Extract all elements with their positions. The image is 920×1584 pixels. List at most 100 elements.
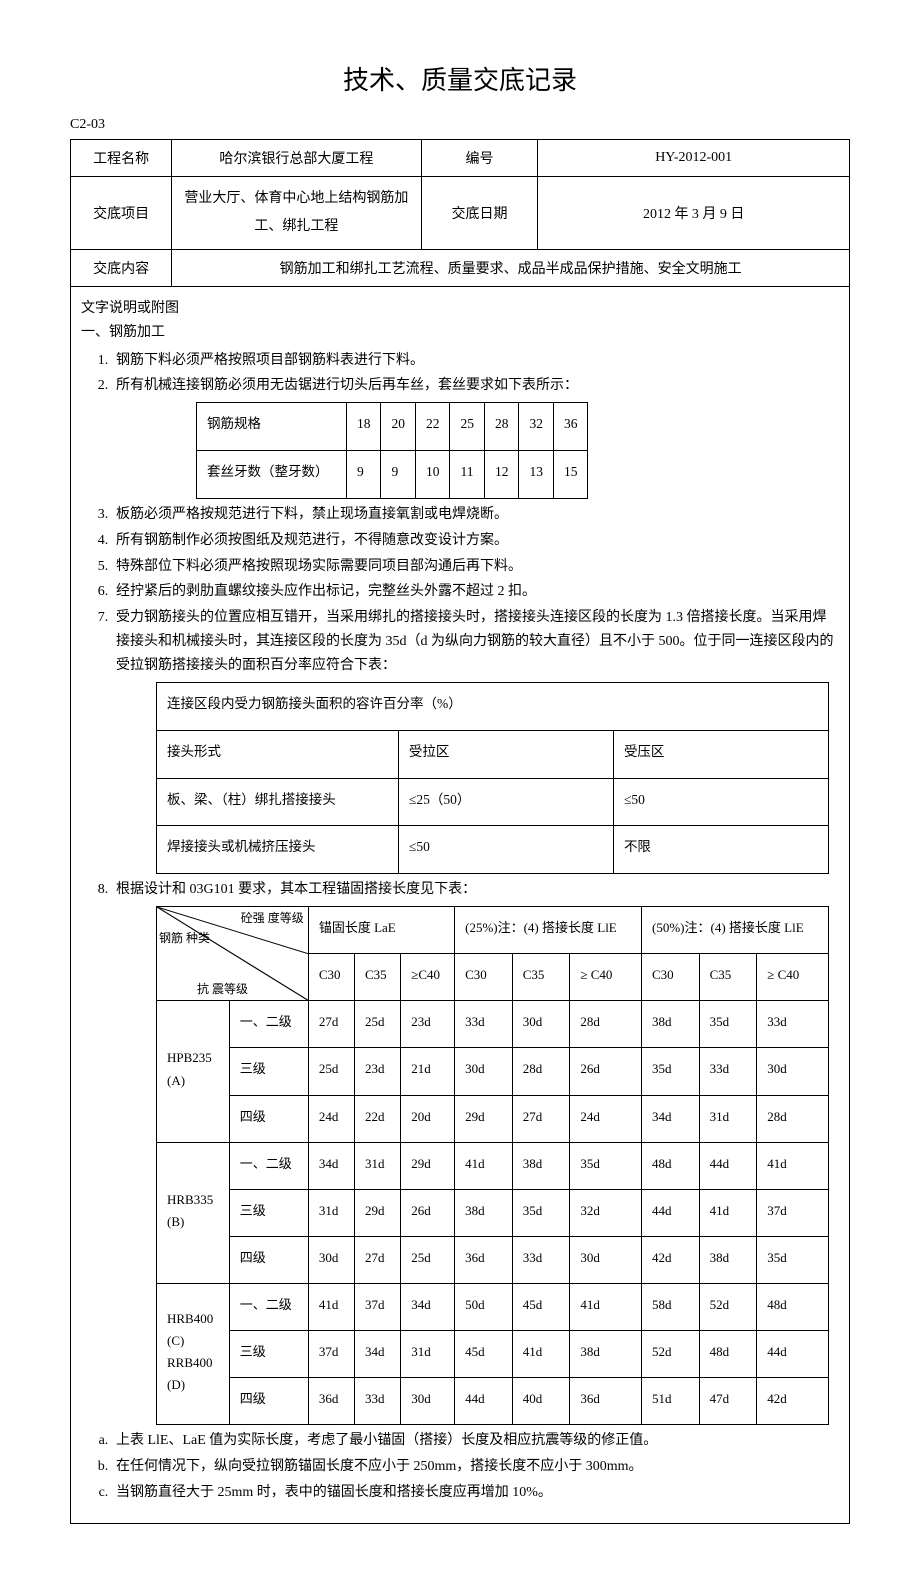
table-cell: C30 bbox=[642, 954, 700, 1001]
level-cell: 一、二级 bbox=[229, 1142, 308, 1189]
table-cell: 41d bbox=[570, 1283, 642, 1330]
table-row: 套丝牙数（整牙数） 9 9 10 11 12 13 15 bbox=[196, 451, 588, 499]
project-label: 工程名称 bbox=[71, 140, 172, 177]
table-cell: ≤50 bbox=[613, 778, 828, 826]
diag-bottom: 抗 震等级 bbox=[197, 982, 248, 996]
body-text: 文字说明或附图 一、钢筋加工 钢筋下料必须严格按照项目部钢筋料表进行下料。 所有… bbox=[81, 297, 839, 1505]
list-item: 根据设计和 03G101 要求，其本工程锚固搭接长度见下表： 砼强 度等级 钢 bbox=[112, 878, 839, 1425]
table-cell: ≤50 bbox=[398, 826, 613, 874]
table-cell: 30d bbox=[570, 1236, 642, 1283]
table-cell: 41d bbox=[308, 1283, 354, 1330]
li7-text: 受力钢筋接头的位置应相互错开，当采用绑扎的搭接接头时，搭接接头连接区段的长度为 … bbox=[116, 610, 834, 673]
table-cell: 37d bbox=[757, 1189, 829, 1236]
table-cell: 30d bbox=[455, 1048, 513, 1095]
level-cell: 三级 bbox=[229, 1189, 308, 1236]
table-cell: 37d bbox=[308, 1331, 354, 1378]
table-row: 四级36d33d30d44d40d36d51d47d42d bbox=[156, 1378, 828, 1425]
table-cell: 18 bbox=[346, 403, 381, 451]
section-1-title: 一、钢筋加工 bbox=[81, 321, 839, 345]
list-item: 在任何情况下，纵向受拉钢筋锚固长度不应小于 250mm，搭接长度不应小于 300… bbox=[112, 1455, 839, 1479]
thread-table: 钢筋规格 18 20 22 25 28 32 36 套丝牙数（整牙数） bbox=[196, 402, 589, 499]
table-cell: 32 bbox=[519, 403, 554, 451]
table-cell: 板、梁、（柱）绑扎搭接接头 bbox=[156, 778, 398, 826]
li8-text: 根据设计和 03G101 要求，其本工程锚固搭接长度见下表： bbox=[116, 882, 476, 897]
table-cell: 35d bbox=[642, 1048, 700, 1095]
table-cell: 34d bbox=[642, 1095, 700, 1142]
table-cell: 48d bbox=[757, 1283, 829, 1330]
table-cell: C35 bbox=[355, 954, 401, 1001]
numbered-list: 钢筋下料必须严格按照项目部钢筋料表进行下料。 所有机械连接钢筋必须用无齿锯进行切… bbox=[81, 349, 839, 1426]
anchor-50-header: (50%)注：(4) 搭接长度 LlE bbox=[642, 907, 829, 954]
table-row: 四级24d22d20d29d27d24d34d31d28d bbox=[156, 1095, 828, 1142]
table-cell: 40d bbox=[512, 1378, 570, 1425]
number-value: HY-2012-001 bbox=[538, 140, 850, 177]
table-row: 焊接接头或机械挤压接头 ≤50 不限 bbox=[156, 826, 828, 874]
table-cell: 41d bbox=[455, 1142, 513, 1189]
header-row-2: 交底项目 营业大厅、体育中心地上结构钢筋加工、绑扎工程 交底日期 2012 年 … bbox=[71, 177, 850, 250]
table-cell: 25d bbox=[308, 1048, 354, 1095]
list-item: 受力钢筋接头的位置应相互错开，当采用绑扎的搭接接头时，搭接接头连接区段的长度为 … bbox=[112, 606, 839, 874]
table-cell: 21d bbox=[401, 1048, 455, 1095]
table-cell: 31d bbox=[401, 1331, 455, 1378]
table-cell: 31d bbox=[308, 1189, 354, 1236]
table-cell: 34d bbox=[308, 1142, 354, 1189]
table-cell: 41d bbox=[757, 1142, 829, 1189]
table-cell: 23d bbox=[401, 1001, 455, 1048]
table-cell: 29d bbox=[401, 1142, 455, 1189]
list-item: 经拧紧后的剥肋直螺纹接头应作出标记，完整丝头外露不超过 2 扣。 bbox=[112, 580, 839, 604]
table-row: 四级30d27d25d36d33d30d42d38d35d bbox=[156, 1236, 828, 1283]
table-cell: 35d bbox=[512, 1189, 570, 1236]
content-label: 交底内容 bbox=[71, 250, 172, 287]
table-row: HRB400 (C) RRB400 (D)一、二级41d37d34d50d45d… bbox=[156, 1283, 828, 1330]
anchor-25-header: (25%)注：(4) 搭接长度 LlE bbox=[455, 907, 642, 954]
table-cell: 52d bbox=[642, 1331, 700, 1378]
table-cell: 不限 bbox=[613, 826, 828, 874]
table-cell: 33d bbox=[512, 1236, 570, 1283]
level-cell: 一、二级 bbox=[229, 1001, 308, 1048]
table-row: 砼强 度等级 钢筋 种类 抗 震等级 锚固长度 LaE (25%)注：(4) 搭… bbox=[156, 907, 828, 954]
level-cell: 三级 bbox=[229, 1331, 308, 1378]
table-cell: 48d bbox=[642, 1142, 700, 1189]
table-cell: 29d bbox=[455, 1095, 513, 1142]
list-item: 所有机械连接钢筋必须用无齿锯进行切头后再车丝，套丝要求如下表所示： 钢筋规格 1… bbox=[112, 374, 839, 499]
table-cell: 30d bbox=[401, 1378, 455, 1425]
table-cell: 42d bbox=[757, 1378, 829, 1425]
table-cell: 36 bbox=[553, 403, 588, 451]
table-cell: 26d bbox=[401, 1189, 455, 1236]
table-cell: 9 bbox=[346, 451, 381, 499]
table-cell: 44d bbox=[699, 1142, 757, 1189]
header-row-3: 交底内容 钢筋加工和绑扎工艺流程、质量要求、成品半成品保护措施、安全文明施工 bbox=[71, 250, 850, 287]
type-cell: HPB235 (A) bbox=[156, 1001, 229, 1142]
thread-row2-label: 套丝牙数（整牙数） bbox=[196, 451, 346, 499]
table-cell: 45d bbox=[455, 1331, 513, 1378]
table-cell: 38d bbox=[699, 1236, 757, 1283]
table-cell: 34d bbox=[401, 1283, 455, 1330]
table-row: HRB335 (B)一、二级34d31d29d41d38d35d48d44d41… bbox=[156, 1142, 828, 1189]
item-value: 营业大厅、体育中心地上结构钢筋加工、绑扎工程 bbox=[172, 177, 421, 250]
list-item: 所有钢筋制作必须按图纸及规范进行，不得随意改变设计方案。 bbox=[112, 529, 839, 553]
table-cell: 33d bbox=[355, 1378, 401, 1425]
table-cell: 31d bbox=[699, 1095, 757, 1142]
table-cell: 51d bbox=[642, 1378, 700, 1425]
li2-text: 所有机械连接钢筋必须用无齿锯进行切头后再车丝，套丝要求如下表所示： bbox=[116, 378, 578, 393]
table-cell: C30 bbox=[455, 954, 513, 1001]
table-cell: 35d bbox=[699, 1001, 757, 1048]
list-item: 钢筋下料必须严格按照项目部钢筋料表进行下料。 bbox=[112, 349, 839, 373]
table-cell: 27d bbox=[512, 1095, 570, 1142]
item-label: 交底项目 bbox=[71, 177, 172, 250]
table-cell: 31d bbox=[355, 1142, 401, 1189]
joint-header: 连接区段内受力钢筋接头面积的容许百分率（%） bbox=[156, 682, 828, 730]
table-cell: ≥C40 bbox=[401, 954, 455, 1001]
table-cell: 42d bbox=[642, 1236, 700, 1283]
table-cell: ≥ C40 bbox=[570, 954, 642, 1001]
table-cell: 48d bbox=[699, 1331, 757, 1378]
joint-table: 连接区段内受力钢筋接头面积的容许百分率（%） 接头形式 受拉区 受压区 板、梁、… bbox=[156, 682, 829, 875]
level-cell: 四级 bbox=[229, 1236, 308, 1283]
table-cell: 52d bbox=[699, 1283, 757, 1330]
table-cell: 35d bbox=[570, 1142, 642, 1189]
type-cell: HRB400 (C) RRB400 (D) bbox=[156, 1283, 229, 1424]
table-cell: 接头形式 bbox=[156, 730, 398, 778]
table-cell: 33d bbox=[757, 1001, 829, 1048]
table-cell: 35d bbox=[757, 1236, 829, 1283]
table-cell: 30d bbox=[308, 1236, 354, 1283]
